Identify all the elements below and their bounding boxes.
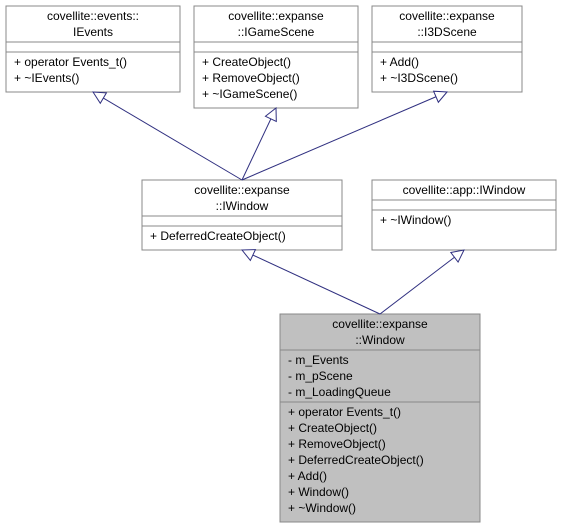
class-member: + DeferredCreateObject()	[150, 229, 286, 243]
inheritance-edge	[242, 108, 276, 180]
class-node-ievents[interactable]: covellite::events::IEvents+ operator Eve…	[6, 6, 180, 92]
inheritance-edge	[380, 250, 464, 314]
class-title: covellite::app::IWindow	[403, 183, 526, 197]
class-member: + ~IWindow()	[380, 213, 451, 227]
class-node-igamescene[interactable]: covellite::expanse::IGameScene+ CreateOb…	[194, 6, 358, 108]
class-title: covellite::events::	[47, 9, 139, 23]
class-title: IEvents	[73, 25, 113, 39]
class-title: covellite::expanse	[332, 317, 428, 331]
class-member: - m_pScene	[288, 369, 353, 383]
class-member: + operator Events_t()	[14, 55, 127, 69]
class-title: ::IGameScene	[238, 25, 315, 39]
class-member: + CreateObject()	[202, 55, 291, 69]
class-member: + Add()	[380, 55, 419, 69]
class-member: + RemoveObject()	[202, 71, 300, 85]
class-title: ::IWindow	[216, 199, 269, 213]
class-title: covellite::expanse	[228, 9, 324, 23]
uml-diagram: covellite::events::IEvents+ operator Eve…	[0, 0, 576, 529]
class-title: covellite::expanse	[399, 9, 495, 23]
class-title: ::I3DScene	[417, 25, 477, 39]
class-title: ::Window	[355, 333, 405, 347]
class-member: - m_LoadingQueue	[288, 385, 391, 399]
class-member: + RemoveObject()	[288, 437, 386, 451]
class-member: + operator Events_t()	[288, 405, 401, 419]
class-member: + DeferredCreateObject()	[288, 453, 424, 467]
class-title: covellite::expanse	[194, 183, 290, 197]
class-node-window[interactable]: covellite::expanse::Window- m_Events- m_…	[280, 314, 480, 522]
class-member: + Window()	[288, 485, 349, 499]
class-member: + ~Window()	[288, 501, 356, 515]
class-node-iwindow_app[interactable]: covellite::app::IWindow+ ~IWindow()	[372, 180, 556, 250]
class-member: + ~I3DScene()	[380, 71, 458, 85]
class-member: - m_Events	[288, 353, 349, 367]
class-member: + CreateObject()	[288, 421, 377, 435]
inheritance-edge	[242, 250, 380, 314]
class-node-iwindow_expanse[interactable]: covellite::expanse::IWindow+ DeferredCre…	[142, 180, 342, 250]
class-member: + ~IGameScene()	[202, 87, 297, 101]
class-member: + Add()	[288, 469, 327, 483]
class-member: + ~IEvents()	[14, 71, 79, 85]
class-node-i3dscene[interactable]: covellite::expanse::I3DScene+ Add()+ ~I3…	[372, 6, 522, 92]
